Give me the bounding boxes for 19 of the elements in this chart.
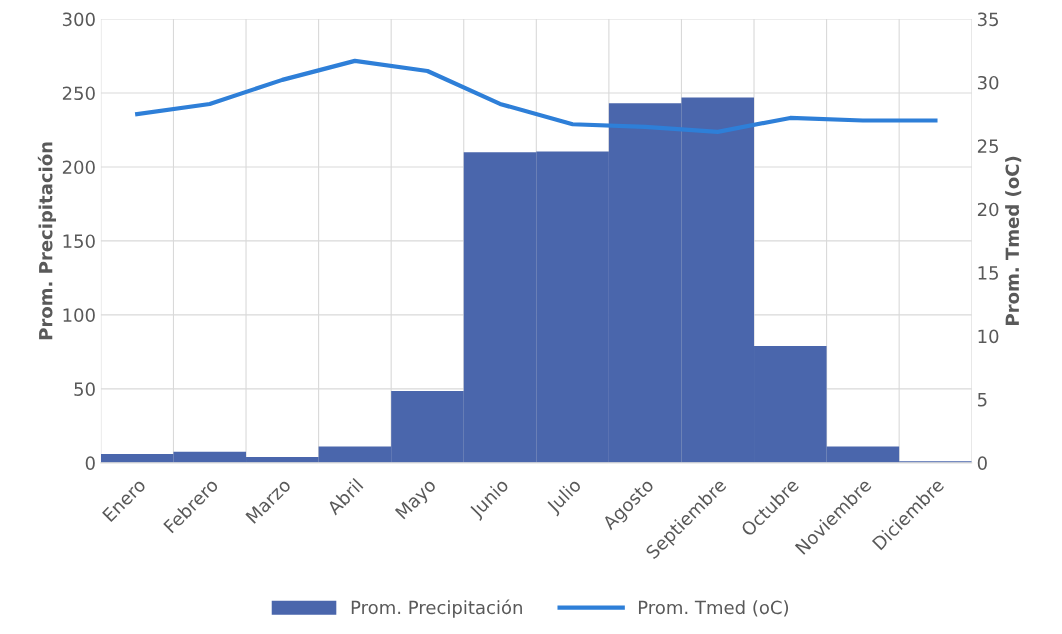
y-tick-label: 300 bbox=[62, 12, 95, 27]
y2-tick-label: 5 bbox=[977, 393, 987, 407]
y2-tick-label: 20 bbox=[977, 202, 999, 217]
y-tick-label: 100 bbox=[63, 308, 95, 322]
y2-tick-label: 35 bbox=[977, 12, 998, 27]
y-tick-label: 50 bbox=[74, 382, 95, 396]
y2-tick-label: 10 bbox=[978, 329, 999, 344]
y2-tick-label: 30 bbox=[977, 75, 999, 90]
y-tick-label: 150 bbox=[63, 234, 95, 249]
y2-axis-title: Prom. Tmed (oC) bbox=[1005, 156, 1022, 325]
y2-tick-label: 15 bbox=[978, 266, 998, 280]
legend-label: Prom. Tmed (oC) bbox=[638, 600, 789, 617]
y-tick-label: 200 bbox=[62, 160, 95, 175]
y-axis-title: Prom. Precipitación bbox=[37, 142, 57, 340]
y-tick-label: 0 bbox=[85, 456, 95, 470]
y2-tick-label: 0 bbox=[977, 456, 987, 470]
legend-label: Prom. Precipitación bbox=[351, 599, 522, 618]
y2-tick-label: 25 bbox=[977, 139, 998, 153]
y-tick-label: 250 bbox=[62, 86, 95, 101]
